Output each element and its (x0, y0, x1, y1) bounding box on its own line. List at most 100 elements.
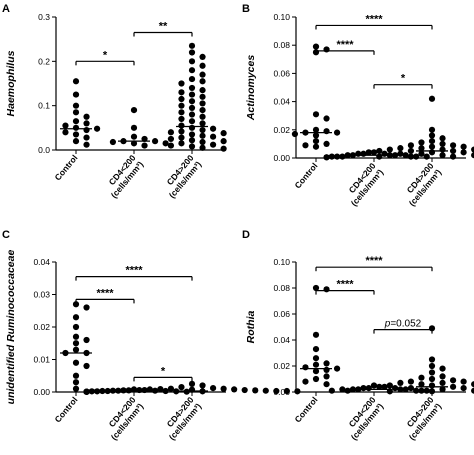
data-point (167, 385, 175, 392)
data-point (62, 122, 69, 129)
data-point (360, 385, 367, 392)
data-point (273, 387, 280, 395)
data-point (220, 138, 227, 145)
data-point (130, 133, 138, 140)
data-point (125, 387, 132, 394)
data-point (312, 143, 320, 150)
data-point (418, 374, 425, 381)
data-point (109, 387, 117, 394)
data-point (407, 147, 415, 155)
data-point (402, 152, 409, 159)
data-point (397, 379, 404, 386)
data-point (83, 134, 90, 141)
data-point (413, 153, 420, 160)
data-point (333, 129, 341, 136)
y-tick-label: 0.08 (273, 40, 290, 50)
data-point (199, 126, 206, 134)
significance-label: **** (125, 265, 143, 277)
data-point (312, 132, 320, 139)
data-point (162, 387, 169, 395)
data-point (471, 387, 474, 394)
data-point (199, 78, 206, 85)
data-point (188, 124, 196, 131)
data-point (344, 387, 351, 394)
data-point (72, 359, 80, 366)
significance-label: ** (159, 21, 168, 33)
data-point (349, 386, 357, 393)
data-point (302, 364, 309, 371)
data-point (407, 378, 415, 385)
data-point (312, 368, 320, 375)
y-tick-label: 0.00 (273, 153, 290, 163)
data-point (72, 314, 80, 321)
data-point (370, 382, 378, 389)
data-point (418, 387, 425, 394)
data-point (391, 152, 399, 159)
y-axis-label: Haemophilus (5, 50, 17, 116)
data-point (72, 372, 80, 379)
data-point (199, 87, 206, 94)
data-point (93, 125, 101, 132)
data-point (199, 120, 206, 127)
data-point (162, 140, 169, 147)
data-point (188, 58, 196, 65)
data-point (439, 152, 446, 159)
data-point (178, 134, 185, 141)
x-tick-label: Control (292, 395, 319, 425)
data-point (386, 382, 393, 389)
data-point (199, 382, 206, 389)
data-point (188, 104, 196, 111)
data-point (188, 91, 196, 98)
y-tick-label: 0.04 (33, 257, 50, 267)
data-point (72, 102, 80, 109)
y-tick-label: 0.00 (33, 387, 50, 397)
significance-label: **** (365, 255, 383, 267)
data-point (449, 153, 457, 160)
data-point (439, 146, 446, 153)
data-point (302, 378, 309, 385)
data-point (312, 361, 320, 368)
data-point (449, 377, 457, 384)
data-point (312, 43, 320, 50)
data-point (471, 381, 474, 388)
data-point (72, 385, 80, 392)
data-point (209, 141, 217, 148)
y-tick-label: 0.10 (273, 257, 290, 267)
data-point (220, 385, 227, 392)
data-point (104, 387, 111, 395)
data-point (199, 93, 206, 100)
chart-panel-d: D Rothia 0.00 0.02 0.04 0.06 0.08 0.10 Control CD… (242, 229, 474, 442)
data-point (418, 139, 425, 146)
data-point (188, 84, 196, 92)
data-point (291, 130, 299, 138)
data-point (136, 386, 143, 394)
data-point (252, 387, 259, 394)
data-point (376, 383, 383, 390)
data-point (72, 301, 80, 308)
y-tick-label: 0.10 (273, 12, 290, 22)
data-point (262, 387, 269, 394)
data-point (167, 135, 175, 143)
data-point (220, 145, 227, 152)
y-tick-label: 0.3 (38, 12, 50, 22)
data-point (188, 49, 196, 56)
y-tick-label: 0.00 (273, 387, 290, 397)
data-point (418, 145, 425, 152)
data-point (141, 142, 148, 149)
data-point (83, 126, 90, 134)
data-point (220, 130, 227, 137)
data-point (355, 386, 362, 393)
data-point (344, 152, 351, 159)
data-point (323, 115, 330, 122)
data-point (428, 369, 436, 376)
y-tick-label: 0.02 (273, 361, 290, 371)
significance-label: p=0.052 (384, 319, 422, 330)
chart-panel-a: A Haemophilus 0.0 0.1 0.2 0.3 Control CD4<200(c… (2, 3, 227, 200)
data-point (178, 128, 185, 135)
data-point (199, 144, 206, 151)
data-point (72, 340, 80, 347)
data-point (283, 387, 290, 395)
data-point (83, 141, 90, 148)
data-point (312, 137, 320, 145)
data-point (428, 375, 436, 383)
